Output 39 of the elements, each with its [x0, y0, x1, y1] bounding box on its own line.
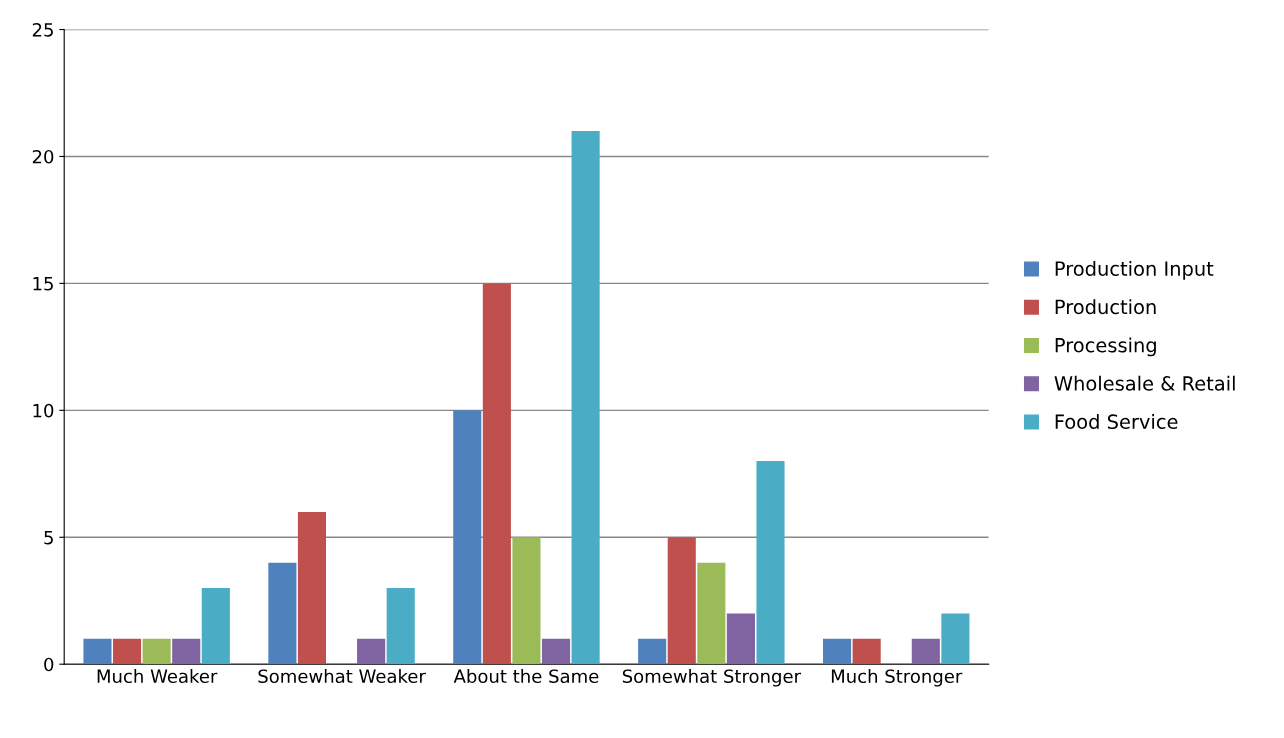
bar — [113, 638, 142, 665]
bar — [482, 283, 511, 665]
bar — [756, 461, 785, 665]
x-tick-label: Much Stronger — [831, 669, 963, 687]
bar — [941, 613, 970, 665]
bar — [142, 638, 171, 665]
bar — [268, 562, 297, 665]
y-tick-label: 0 — [44, 657, 54, 672]
y-tick-label: 15 — [33, 277, 53, 291]
y-tick-label: 10 — [33, 403, 54, 418]
bar — [697, 562, 726, 665]
bar — [726, 613, 755, 665]
bar — [638, 638, 667, 665]
x-tick-label: Somewhat Weaker — [258, 669, 426, 684]
y-tick-label: 20 — [32, 149, 54, 164]
legend-label: Wholesale & Retail — [1054, 375, 1235, 391]
bar — [172, 638, 201, 665]
legend-label: Food Service — [1055, 413, 1178, 430]
bar — [201, 588, 230, 665]
bar — [453, 410, 482, 665]
bar — [297, 511, 327, 665]
bar — [571, 131, 600, 665]
legend-label: Production — [1055, 299, 1156, 315]
x-tick-label: Much Weaker — [97, 669, 218, 684]
bar — [823, 638, 852, 665]
bar — [512, 537, 541, 665]
bar — [667, 537, 696, 665]
y-tick-label: 25 — [32, 22, 53, 37]
bar — [386, 588, 415, 665]
x-tick-label: About the Same — [453, 669, 599, 684]
bar — [911, 638, 940, 665]
legend-label: Production Input — [1055, 260, 1214, 280]
bar — [541, 638, 571, 665]
x-tick-label: Somewhat Stronger — [622, 669, 801, 687]
legend-label: Processing — [1055, 337, 1156, 357]
bar — [852, 638, 881, 665]
bar — [83, 638, 112, 665]
y-tick-label: 5 — [44, 530, 53, 545]
bar — [357, 638, 386, 665]
